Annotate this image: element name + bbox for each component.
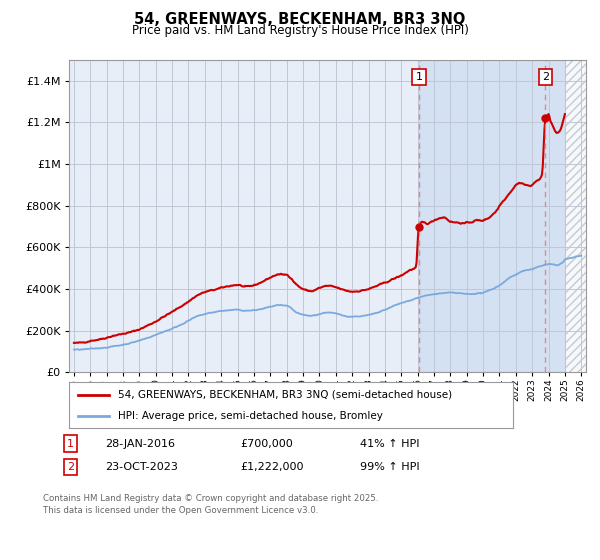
Bar [565, 60, 586, 372]
Text: 54, GREENWAYS, BECKENHAM, BR3 3NQ: 54, GREENWAYS, BECKENHAM, BR3 3NQ [134, 12, 466, 27]
Text: 54, GREENWAYS, BECKENHAM, BR3 3NQ (semi-detached house): 54, GREENWAYS, BECKENHAM, BR3 3NQ (semi-… [118, 390, 452, 400]
Bar [565, 60, 586, 372]
Text: 28-JAN-2016: 28-JAN-2016 [105, 438, 175, 449]
Text: £700,000: £700,000 [240, 438, 293, 449]
Text: 1: 1 [67, 438, 74, 449]
Text: Price paid vs. HM Land Registry's House Price Index (HPI): Price paid vs. HM Land Registry's House … [131, 24, 469, 36]
Text: 99% ↑ HPI: 99% ↑ HPI [360, 462, 419, 472]
Text: 23-OCT-2023: 23-OCT-2023 [105, 462, 178, 472]
Text: Contains HM Land Registry data © Crown copyright and database right 2025.
This d: Contains HM Land Registry data © Crown c… [43, 494, 379, 515]
Text: 2: 2 [542, 72, 549, 82]
Text: HPI: Average price, semi-detached house, Bromley: HPI: Average price, semi-detached house,… [118, 411, 383, 421]
Text: 1: 1 [415, 72, 422, 82]
Text: 2: 2 [67, 462, 74, 472]
Bar [419, 60, 565, 372]
Text: 41% ↑ HPI: 41% ↑ HPI [360, 438, 419, 449]
Text: £1,222,000: £1,222,000 [240, 462, 304, 472]
